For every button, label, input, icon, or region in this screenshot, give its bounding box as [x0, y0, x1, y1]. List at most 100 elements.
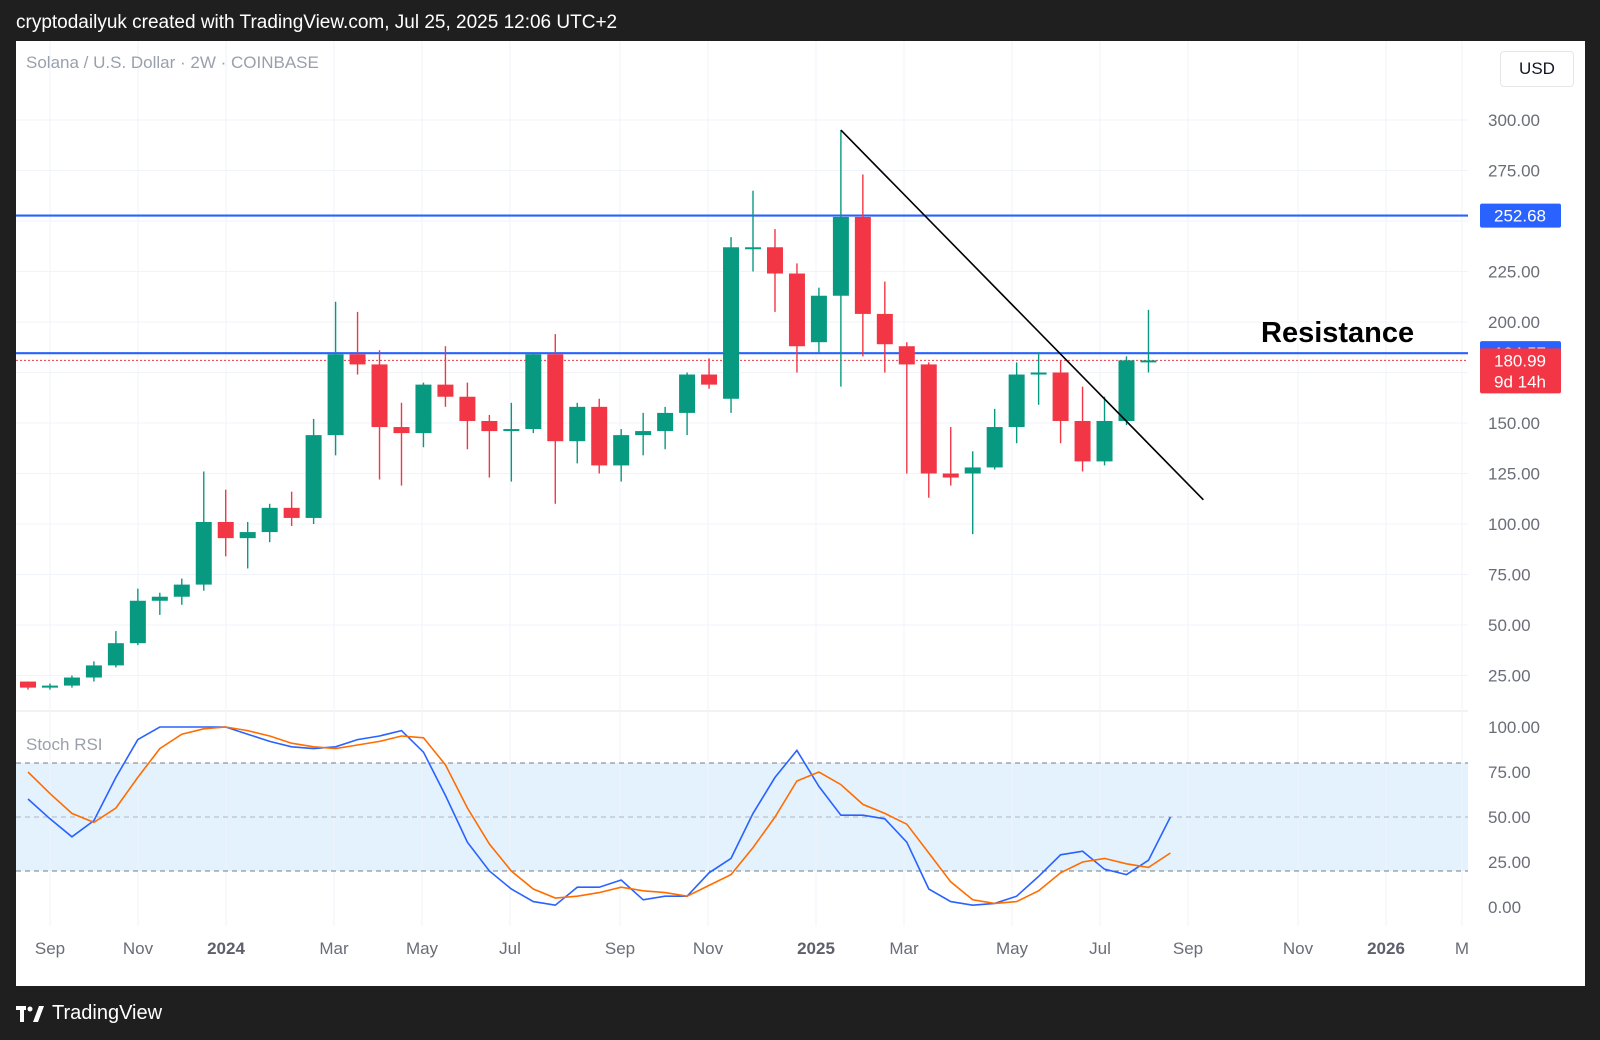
candle-body — [393, 427, 410, 434]
price-tick-label: 125.00 — [1488, 465, 1540, 484]
candle-body — [1052, 372, 1069, 421]
brand-logo[interactable]: TradingView — [16, 1002, 162, 1025]
candle-body — [679, 374, 696, 413]
time-tick-label: Nov — [693, 939, 724, 958]
candle-body — [1140, 360, 1157, 363]
time-tick-label: Sep — [605, 939, 635, 958]
price-tick-label: 275.00 — [1488, 162, 1540, 181]
time-tick-label: May — [996, 939, 1029, 958]
candle-body — [1096, 420, 1113, 462]
candle-body — [481, 420, 498, 432]
level-price-tag — [1480, 203, 1561, 228]
candle-body — [942, 473, 959, 478]
indicator-tick-label: 75.00 — [1488, 763, 1531, 782]
candle-body — [525, 354, 542, 430]
last-price-tag-label: 180.99 — [1494, 351, 1546, 370]
price-tick-label: 25.00 — [1488, 667, 1531, 686]
time-tick-label: M — [1455, 939, 1469, 958]
candle-body — [745, 247, 762, 250]
candle-body — [107, 643, 124, 666]
trendline — [840, 129, 1204, 501]
candle-body — [151, 596, 168, 601]
candle-body — [283, 507, 300, 518]
brand-name: TradingView — [52, 1002, 163, 1024]
candle-body — [766, 247, 783, 274]
candle-body — [986, 427, 1003, 468]
candle-body — [349, 354, 366, 365]
candle-body — [261, 507, 278, 533]
candle-body — [63, 677, 80, 686]
candle-body — [239, 532, 256, 539]
candle-body — [723, 247, 740, 399]
candle-body — [854, 216, 871, 314]
candle-body — [327, 354, 344, 436]
time-tick-label: Sep — [1173, 939, 1203, 958]
candle-body — [788, 273, 805, 347]
chart-caption: cryptodailyuk created with TradingView.c… — [16, 12, 618, 33]
candle-body — [547, 354, 564, 442]
price-tick-label: 225.00 — [1488, 263, 1540, 282]
candle-body — [129, 600, 146, 644]
candle-body — [503, 429, 520, 432]
time-tick-label: Jul — [499, 939, 521, 958]
price-tick-label: 300.00 — [1488, 111, 1540, 130]
stoch-rsi-d-line — [27, 726, 1171, 905]
time-tick-label: Mar — [319, 939, 349, 958]
candle-body — [635, 431, 652, 436]
time-tick-label: Sep — [35, 939, 65, 958]
price-tick-label: 50.00 — [1488, 616, 1531, 635]
last-price-tag — [1480, 348, 1561, 394]
candle-body — [1074, 420, 1091, 462]
candle-body — [305, 435, 322, 518]
indicator-tick-label: 0.00 — [1488, 898, 1521, 917]
time-tick-label: Jul — [1089, 939, 1111, 958]
candle-body — [437, 384, 454, 397]
chart-frame[interactable]: 300.00275.00250.00225.00200.00175.00150.… — [16, 41, 1585, 986]
time-tick-label: Mar — [889, 939, 919, 958]
indicator-tick-label: 25.00 — [1488, 853, 1531, 872]
price-tick-label: 150.00 — [1488, 414, 1540, 433]
level-price-tag-label: 252.68 — [1494, 207, 1546, 226]
time-tick-label: Nov — [123, 939, 154, 958]
candle-body — [459, 396, 476, 421]
candle-body — [1030, 372, 1047, 375]
candle-body — [195, 521, 212, 585]
candle-body — [569, 406, 586, 442]
candle-body — [657, 412, 674, 432]
indicator-title: Stoch RSI — [26, 735, 103, 754]
candle-body — [964, 467, 981, 474]
chart-canvas[interactable]: 300.00275.00250.00225.00200.00175.00150.… — [16, 41, 1585, 986]
time-tick-label: May — [406, 939, 439, 958]
indicator-tick-label: 100.00 — [1488, 718, 1540, 737]
indicator-tick-label: 50.00 — [1488, 808, 1531, 827]
candle-body — [701, 374, 718, 385]
candle-body — [898, 346, 915, 365]
bar-countdown-label: 9d 14h — [1494, 372, 1546, 391]
symbol-title: Solana / U.S. Dollar · 2W · COINBASE — [26, 53, 319, 72]
candle-body — [1118, 360, 1135, 421]
candle-body — [876, 313, 893, 345]
time-tick-label: 2025 — [797, 939, 835, 958]
candle-body — [20, 681, 36, 688]
candle-body — [591, 406, 608, 466]
time-tick-label: Nov — [1283, 939, 1314, 958]
price-tick-label: 75.00 — [1488, 566, 1531, 585]
candle-body — [173, 584, 190, 597]
candle-body — [810, 295, 827, 343]
price-tick-label: 200.00 — [1488, 313, 1540, 332]
candle-body — [85, 665, 102, 678]
candle-body — [920, 364, 937, 474]
price-tick-label: 100.00 — [1488, 515, 1540, 534]
tradingview-logo-icon — [16, 1005, 44, 1022]
candle-body — [217, 521, 234, 539]
candle-body — [832, 216, 849, 296]
candle-body — [371, 364, 388, 428]
time-tick-label: 2026 — [1367, 939, 1405, 958]
candle-body — [613, 435, 630, 466]
currency-button[interactable]: USD — [1500, 51, 1574, 87]
candle-body — [415, 384, 432, 434]
resistance-annotation: Resistance — [1261, 317, 1415, 349]
candle-body — [1008, 374, 1025, 428]
time-tick-label: 2024 — [207, 939, 245, 958]
candle-body — [41, 685, 58, 688]
